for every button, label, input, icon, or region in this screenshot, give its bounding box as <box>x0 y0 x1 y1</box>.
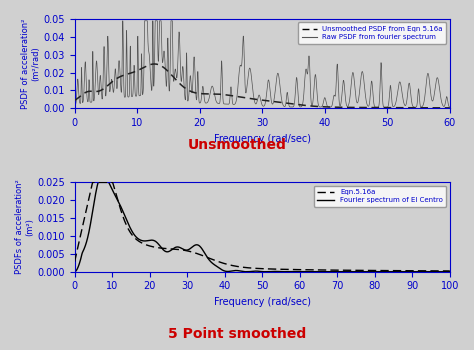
Text: Unsmoothed: Unsmoothed <box>188 138 286 152</box>
Y-axis label: PSDFs of acceleration²
(m²): PSDFs of acceleration² (m²) <box>15 180 35 274</box>
Text: 5 Point smoothed: 5 Point smoothed <box>168 327 306 341</box>
X-axis label: Frequency (rad/sec): Frequency (rad/sec) <box>214 297 311 307</box>
Y-axis label: PSDF of acceleration²
(m²/rad): PSDF of acceleration² (m²/rad) <box>21 19 41 109</box>
X-axis label: Frequency (rad/sec): Frequency (rad/sec) <box>214 134 311 143</box>
Legend: Unsmoothed PSDF from Eqn 5.16a, Raw PSDF from fourier spectrum: Unsmoothed PSDF from Eqn 5.16a, Raw PSDF… <box>298 22 447 43</box>
Legend: Eqn.5.16a, Fourier spectrum of El Centro: Eqn.5.16a, Fourier spectrum of El Centro <box>314 186 447 207</box>
